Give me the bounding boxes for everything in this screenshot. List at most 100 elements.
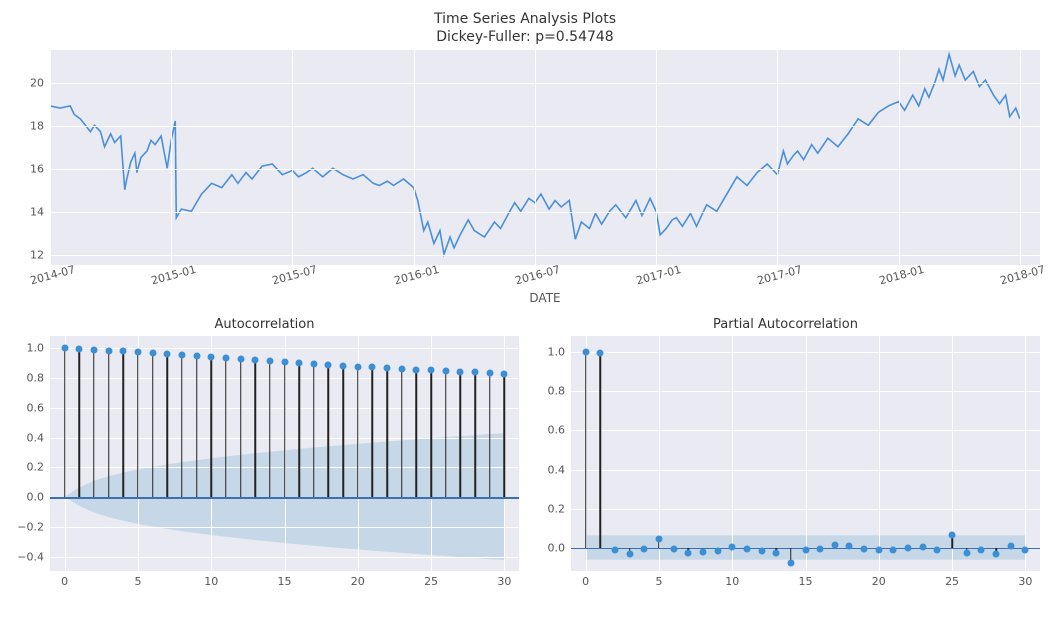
dot [457,368,464,375]
stem [328,365,330,497]
dot [963,549,970,556]
dot [685,549,692,556]
xtick-label: 0 [582,571,589,588]
ytick-label: 0.6 [548,424,572,437]
dot [252,356,259,363]
gridline-v [732,336,733,571]
gridline-v [1020,50,1021,265]
dot [90,346,97,353]
dot [428,367,435,374]
gridline-h [50,126,1040,127]
dot [758,547,765,554]
xtick-label: 30 [1018,571,1032,588]
dot [993,551,1000,558]
dot [949,531,956,538]
xtick-label: 5 [655,571,662,588]
xtick-label: 2014-07 [28,259,77,287]
xtick-label: 15 [799,571,813,588]
dot [325,361,332,368]
dot [831,541,838,548]
dot [237,355,244,362]
title-line-1: Time Series Analysis Plots [10,10,1040,28]
zero-line [50,497,519,499]
dot [875,547,882,554]
xtick-label: 10 [204,571,218,588]
ytick-label: 0.8 [27,372,51,385]
dot [846,542,853,549]
stem [342,366,344,497]
stem [504,374,506,497]
stem [313,364,315,497]
dot [208,353,215,360]
dot [193,352,200,359]
ytick-label: 0.8 [548,385,572,398]
dot [164,350,171,357]
bottom-row: Autocorrelation −0.4−0.20.00.20.40.60.81… [10,317,1040,571]
dot [582,349,589,356]
dot [134,348,141,355]
stem [585,352,587,548]
dot [978,546,985,553]
dot [861,545,868,552]
stem [401,369,403,497]
pacf-title: Partial Autocorrelation [531,317,1040,332]
title-line-2: Dickey-Fuller: p=0.54748 [10,28,1040,46]
dot [773,549,780,556]
figure-title: Time Series Analysis Plots Dickey-Fuller… [10,10,1040,46]
dot [384,364,391,371]
dot [149,349,156,356]
dot [120,348,127,355]
dot [281,358,288,365]
ytick-label: 0.2 [548,502,572,515]
ytick-label: 20 [30,76,50,89]
acf-panel: −0.4−0.20.00.20.40.60.81.0051015202530 [50,336,519,571]
dot [787,559,794,566]
stem [386,368,388,497]
stem [474,372,476,497]
xtick-label: 5 [134,571,141,588]
dot [1007,542,1014,549]
stem [445,371,447,497]
ytick-label: −0.2 [17,520,50,533]
ytick-label: 1.0 [27,342,51,355]
dot [934,546,941,553]
stem [79,349,81,497]
dot [501,370,508,377]
ytick-label: 18 [30,119,50,132]
ytick-label: 0.6 [27,401,51,414]
dot [310,360,317,367]
ytick-label: 16 [30,162,50,175]
pacf-column: Partial Autocorrelation 0.00.20.40.60.81… [531,317,1040,571]
dot [413,366,420,373]
stem [167,354,169,497]
stem [254,360,256,497]
ytick-label: 0.4 [548,463,572,476]
xtick-label: 20 [872,571,886,588]
xtick-label: 10 [725,571,739,588]
pacf-panel: 0.00.20.40.60.81.0051015202530 [571,336,1040,571]
dot [472,369,479,376]
dot [354,363,361,370]
gridline-v [656,50,657,265]
stem [108,351,110,498]
acf-title: Autocorrelation [10,317,519,332]
ytick-label: −0.4 [17,550,50,563]
dot [905,545,912,552]
gridline-h [50,255,1040,256]
dot [1022,546,1029,553]
dot [178,351,185,358]
dot [222,354,229,361]
dot [817,546,824,553]
dot [296,359,303,366]
stem [460,372,462,497]
dot [398,365,405,372]
gridline-v [171,50,172,265]
dot [641,545,648,552]
ytick-label: 12 [30,248,50,261]
stem [416,370,418,497]
dot [714,547,721,554]
ytick-label: 0.0 [548,541,572,554]
xtick-label: 0 [61,571,68,588]
x-axis-label: DATE [50,291,1040,305]
gridline-h [50,169,1040,170]
